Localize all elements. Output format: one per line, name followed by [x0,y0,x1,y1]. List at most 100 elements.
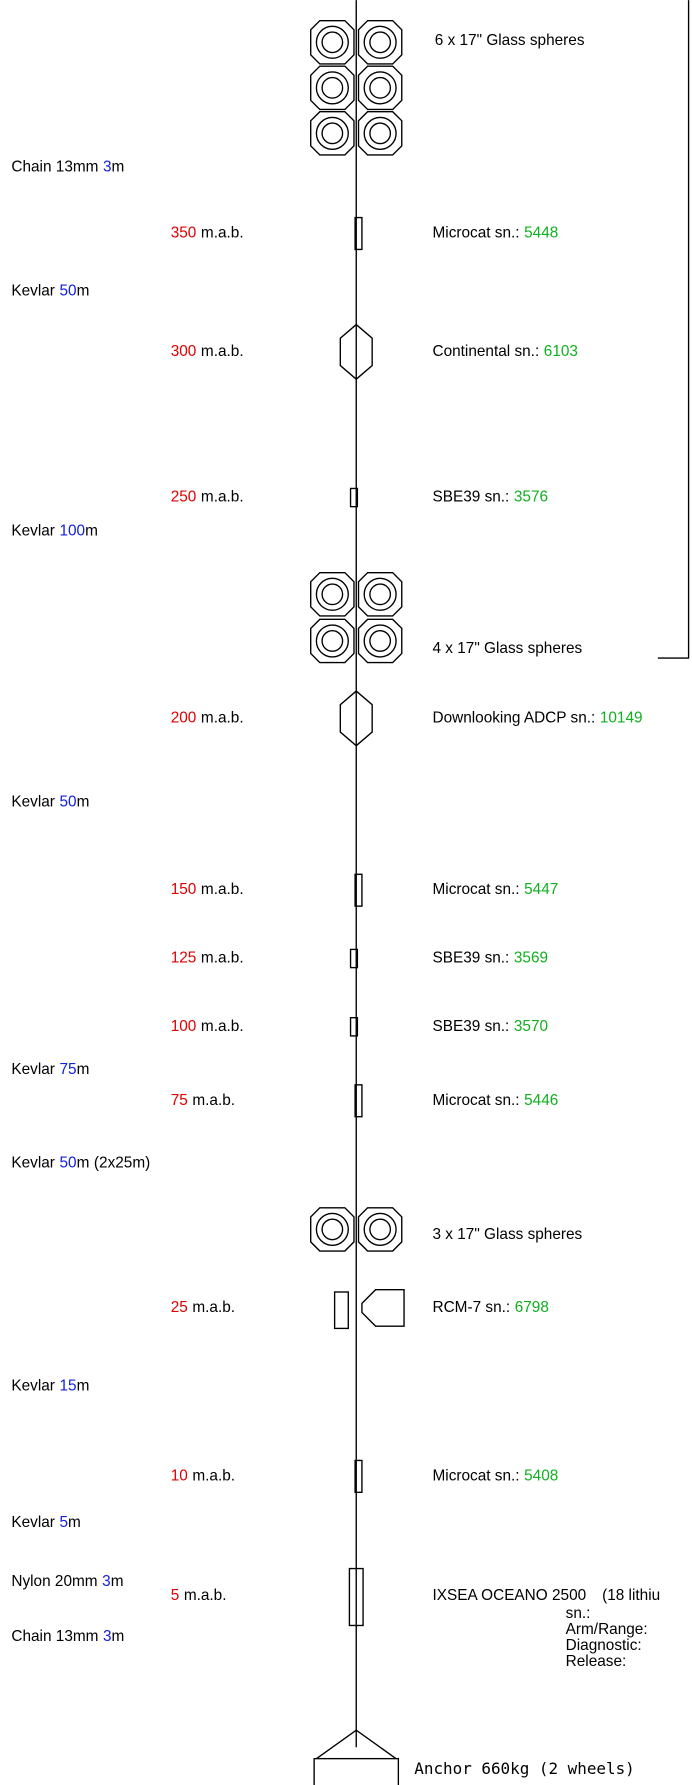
instrument-label: SBE39 sn.: 3576 [433,489,549,506]
material: Kevlar [11,523,55,540]
depth: 25 [171,1299,188,1316]
sphere-ring [363,116,397,150]
unit: m [77,283,90,300]
length: 5 [59,1514,68,1531]
frame [657,0,690,659]
sphere-case [310,111,355,156]
sphere-core [369,630,392,652]
material: Kevlar [11,1061,55,1078]
instrument-name: Microcat sn.: [433,225,520,242]
serial: 5448 [524,225,558,242]
sphere-core [321,76,344,99]
sphere-ring [315,1212,349,1247]
serial: 6798 [515,1299,549,1316]
depth: 10 [171,1467,188,1484]
material: Kevlar [11,1154,55,1171]
field: Arm/Range: [566,1621,648,1638]
line-label: Chain 13mm 3m [11,1628,124,1645]
length: 50 [59,283,76,300]
note: (2x25m) [94,1154,150,1171]
sphere-case [310,571,355,617]
instrument-name: Microcat sn.: [433,881,520,898]
serial: 10149 [600,709,643,726]
sphere-case [310,65,355,111]
sphere-case [357,111,403,156]
line-label: Kevlar 5m [11,1514,80,1531]
glass-sphere [310,1207,355,1252]
rcm-vane [361,1289,405,1327]
depth-label: 75 m.a.b. [171,1092,235,1109]
microcat [354,1084,363,1118]
serial: 3576 [514,489,548,506]
anchor-block [313,1757,400,1785]
glass-sphere [357,111,403,156]
glass-sphere [310,19,355,65]
instrument-name: SBE39 sn.: [433,950,510,967]
instrument-label: Continental sn.: 6103 [433,343,578,360]
sphere-case [310,1207,355,1252]
depth-label: 10 m.a.b. [171,1467,235,1484]
release-field: Diagnostic: [566,1637,642,1654]
sphere-core [321,122,344,145]
microcat [354,1459,363,1493]
sphere-case [310,19,355,65]
rcm-body [333,1291,349,1330]
sphere-core [369,76,392,99]
depth: 125 [171,950,197,967]
glass-sphere [357,19,403,65]
depth: 5 [171,1587,180,1604]
depth-unit: m.a.b. [201,950,244,967]
depth-unit: m.a.b. [184,1587,227,1604]
line-label: Kevlar 15m [11,1378,89,1395]
instrument-name: Microcat sn.: [433,1467,520,1484]
depth-unit: m.a.b. [201,709,244,726]
depth-unit: m.a.b. [192,1092,235,1109]
length: 100 [59,523,85,540]
sphere-core [321,31,344,54]
serial: 5446 [524,1092,558,1109]
unit: m [77,1378,90,1395]
instrument-label: Microcat sn.: 5408 [433,1467,559,1484]
glass-sphere [310,111,355,156]
depth: 75 [171,1092,188,1109]
sphere-case [357,571,403,617]
field: Release: [566,1653,627,1670]
instrument-label: SBE39 sn.: 3570 [433,1018,549,1035]
instrument-name: Downlooking ADCP sn.: [433,709,596,726]
depth: 200 [171,709,197,726]
depth: 250 [171,489,197,506]
unit: m [77,1154,90,1171]
material: Kevlar [11,1378,55,1395]
sphere-ring [315,577,349,611]
sphere-ring [363,71,397,105]
serial: 5408 [524,1467,558,1484]
instrument-cage [339,323,373,381]
sphere-case [357,65,403,111]
glass-sphere [310,571,355,617]
sphere-core [321,583,344,606]
depth: 350 [171,225,197,242]
float-text: 6 x 17" Glass spheres [435,32,585,49]
serial: 5447 [524,881,558,898]
sphere-ring [315,71,349,105]
line-label: Kevlar 50m [11,794,89,811]
depth-label: 200 m.a.b. [171,709,244,726]
unit: m [112,1628,125,1645]
material: Chain 13mm [11,1628,98,1645]
depth-label: 25 m.a.b. [171,1299,235,1316]
instrument-name: Continental sn.: [433,343,540,360]
depth-label: 300 m.a.b. [171,343,244,360]
glass-sphere [357,618,403,664]
length: 3 [103,159,112,176]
length: 3 [103,1628,112,1645]
float-label: 3 x 17" Glass spheres [433,1226,583,1243]
sphere-case [357,1207,403,1252]
field: Diagnostic: [566,1637,642,1654]
release-field: Arm/Range: [566,1621,648,1638]
line-label: Kevlar 75m [11,1061,89,1078]
sphere-ring [363,577,397,611]
unit: m [77,1061,90,1078]
release-field: Release: [566,1653,627,1670]
sphere-core [369,583,392,606]
